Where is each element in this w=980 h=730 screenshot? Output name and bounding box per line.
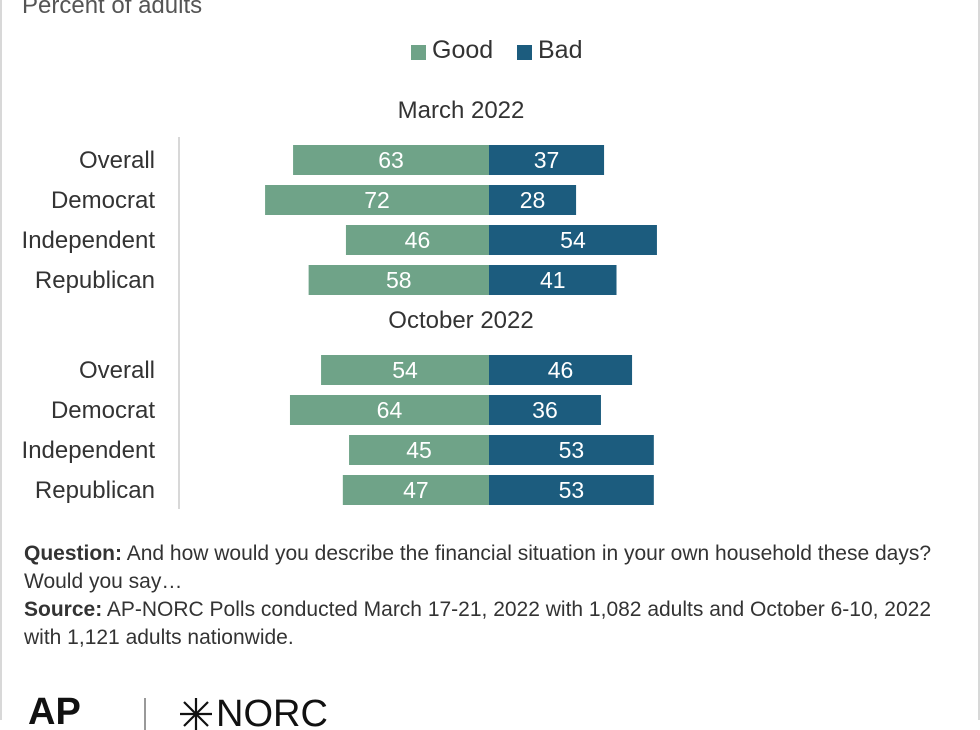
data-label-bad: 53 <box>559 477 585 503</box>
data-label-bad: 41 <box>540 267 566 293</box>
source-text: AP-NORC Polls conducted March 17-21, 202… <box>24 598 932 649</box>
bar-good <box>308 265 489 295</box>
bar-bad <box>489 185 577 215</box>
data-label-good: 45 <box>406 437 432 463</box>
bar-bad <box>489 435 654 465</box>
norc-star-icon <box>180 698 212 730</box>
category-label: Republican <box>35 267 155 294</box>
data-label-bad: 46 <box>548 357 574 383</box>
group-title: October 2022 <box>388 307 533 334</box>
source-note: Source: AP-NORC Polls conducted March 17… <box>24 596 954 652</box>
category-label: Independent <box>22 227 156 254</box>
data-label-good: 72 <box>364 187 390 213</box>
data-label-good: 47 <box>403 477 429 503</box>
data-label-bad: 28 <box>520 187 546 213</box>
publisher-logos: AP NORC <box>28 691 328 730</box>
group-title: March 2022 <box>398 97 525 124</box>
bar-good <box>345 225 489 255</box>
legend-item-good: Good <box>411 36 493 65</box>
bar-good <box>321 355 489 385</box>
bar-bad <box>489 475 654 505</box>
category-label: Overall <box>79 147 155 174</box>
chart-footnote: Question: And how would you describe the… <box>24 540 954 652</box>
frame-right-border <box>978 0 980 720</box>
diverging-bar-chart: March 2022 Overall 63 37 Democrat 72 28 Indepen… <box>22 97 657 509</box>
data-label-bad: 37 <box>534 147 560 173</box>
question-label: Question: <box>24 542 122 565</box>
bar-bad <box>489 265 617 295</box>
bar-bad <box>489 355 633 385</box>
bar-good <box>265 185 489 215</box>
bar-bad <box>489 145 605 175</box>
category-label: Republican <box>35 477 155 504</box>
frame-left-border <box>0 0 2 720</box>
source-label: Source: <box>24 598 103 621</box>
data-label-good: 63 <box>378 147 404 173</box>
category-label: Independent <box>22 437 156 464</box>
category-label: Overall <box>79 357 155 384</box>
bar-good <box>293 145 489 175</box>
bar-good <box>289 395 489 425</box>
legend-swatch-good <box>411 44 426 60</box>
data-label-bad: 36 <box>532 397 558 423</box>
legend-label-good: Good <box>432 36 494 64</box>
data-label-bad: 53 <box>559 437 585 463</box>
chart-subtitle: Percent of adults <box>22 0 203 19</box>
bar-bad <box>489 395 601 425</box>
ap-logo: AP <box>28 691 81 730</box>
data-label-good: 46 <box>405 227 431 253</box>
category-label: Democrat <box>51 397 155 424</box>
data-label-good: 64 <box>377 397 403 423</box>
data-label-good: 58 <box>386 267 412 293</box>
data-label-good: 54 <box>392 357 418 383</box>
legend-item-bad: Bad <box>517 36 582 65</box>
bar-good <box>342 475 489 505</box>
norc-logo: NORC <box>216 693 328 730</box>
legend-swatch-bad <box>517 44 532 60</box>
question-note: Question: And how would you describe the… <box>24 540 954 596</box>
bar-bad <box>489 225 657 255</box>
data-label-bad: 54 <box>560 227 586 253</box>
bar-good <box>349 435 489 465</box>
category-label: Democrat <box>51 187 155 214</box>
legend-label-bad: Bad <box>538 36 583 64</box>
chart-legend: Good Bad <box>0 36 980 70</box>
logo-divider <box>144 698 146 730</box>
logo-strip: AP NORC <box>24 690 364 730</box>
question-text: And how would you describe the financial… <box>24 542 932 593</box>
